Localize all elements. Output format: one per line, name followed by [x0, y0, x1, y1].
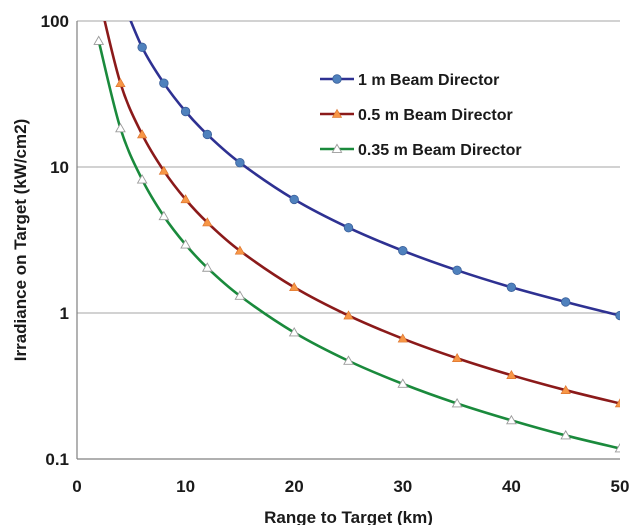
series-1-point-1 — [115, 77, 126, 87]
legend-marker-0 — [332, 74, 342, 84]
series-2-point-12 — [560, 429, 572, 440]
series-0-point-8 — [398, 246, 408, 256]
series-2-point-2 — [136, 174, 148, 184]
series-1-point-12 — [560, 384, 571, 394]
series-layer — [93, 21, 620, 453]
series-1-point-7 — [289, 282, 300, 292]
series-2-point-5 — [201, 262, 213, 272]
x-tick-label-0: 0 — [72, 477, 81, 496]
legend-entry-2: 0.35 m Beam Director — [320, 142, 522, 159]
y-tick-label-3: 100 — [41, 12, 69, 31]
series-2-point-0 — [93, 35, 105, 45]
series-2-point-1 — [115, 122, 126, 133]
y-tick-label-0: 0.1 — [45, 450, 69, 469]
x-tick-label-3: 30 — [393, 477, 412, 496]
series-2-point-10 — [451, 397, 463, 408]
series-0-point-12 — [615, 310, 620, 321]
x-tick-label-1: 10 — [176, 477, 195, 496]
series-2 — [93, 35, 620, 453]
legend-marker-2 — [331, 143, 343, 153]
series-1-point-4 — [180, 194, 191, 204]
series-2-point-6 — [234, 290, 246, 300]
series-2-point-13 — [614, 443, 620, 453]
series-0-point-1 — [137, 42, 147, 53]
legend: 1 m Beam Director 0.5 m Beam Director 0.35… — [320, 72, 522, 159]
series-0-point-2 — [159, 78, 169, 88]
series-1-point-3 — [158, 165, 169, 175]
series-1-point-6 — [234, 245, 246, 255]
legend-label-2: 0.35 m Beam Director — [358, 142, 522, 159]
series-0-point-6 — [289, 194, 299, 205]
plot-area — [93, 21, 620, 453]
series-1-point-9 — [397, 333, 408, 343]
series-1-point-2 — [137, 129, 148, 139]
series-2-point-7 — [288, 327, 300, 337]
series-1-point-8 — [343, 310, 354, 320]
x-tick-label-5: 50 — [611, 477, 630, 496]
x-tick-label-4: 40 — [502, 477, 521, 496]
series-2-point-4 — [180, 239, 191, 249]
series-2-point-3 — [158, 210, 170, 221]
tick-labels: 0.1 1 10 100 0 10 20 30 40 50 — [41, 12, 630, 496]
legend-entry-0: 1 m Beam Director — [320, 72, 499, 89]
series-1-point-11 — [506, 369, 517, 379]
series-2-point-8 — [343, 355, 354, 365]
series-1-point-10 — [451, 353, 463, 362]
series-0-point-5 — [235, 158, 245, 168]
series-0-point-10 — [506, 282, 517, 292]
legend-label-1: 0.5 m Beam Director — [358, 107, 513, 124]
series-0-point-11 — [561, 297, 571, 307]
series-2-point-9 — [397, 378, 409, 388]
x-tick-label-2: 20 — [285, 477, 304, 496]
y-axis-label: Irradiance on Target (kW/cm2) — [11, 119, 30, 361]
series-0-point-3 — [180, 106, 191, 117]
series-0-point-7 — [343, 222, 354, 233]
legend-label-0: 1 m Beam Director — [358, 72, 499, 89]
legend-marker-1 — [331, 108, 343, 118]
y-tick-label-2: 10 — [50, 158, 69, 177]
series-2-point-11 — [506, 414, 517, 425]
legend-entry-1: 0.5 m Beam Director — [320, 107, 513, 124]
series-0-point-4 — [202, 129, 213, 140]
series-1-point-13 — [614, 398, 620, 408]
series-1-point-5 — [202, 217, 213, 227]
series-0 — [129, 21, 620, 321]
series-1 — [103, 21, 620, 408]
series-0-point-9 — [452, 265, 462, 276]
x-axis-label: Range to Target (km) — [264, 508, 433, 525]
axes — [76, 21, 620, 460]
y-tick-label-1: 1 — [60, 304, 69, 323]
